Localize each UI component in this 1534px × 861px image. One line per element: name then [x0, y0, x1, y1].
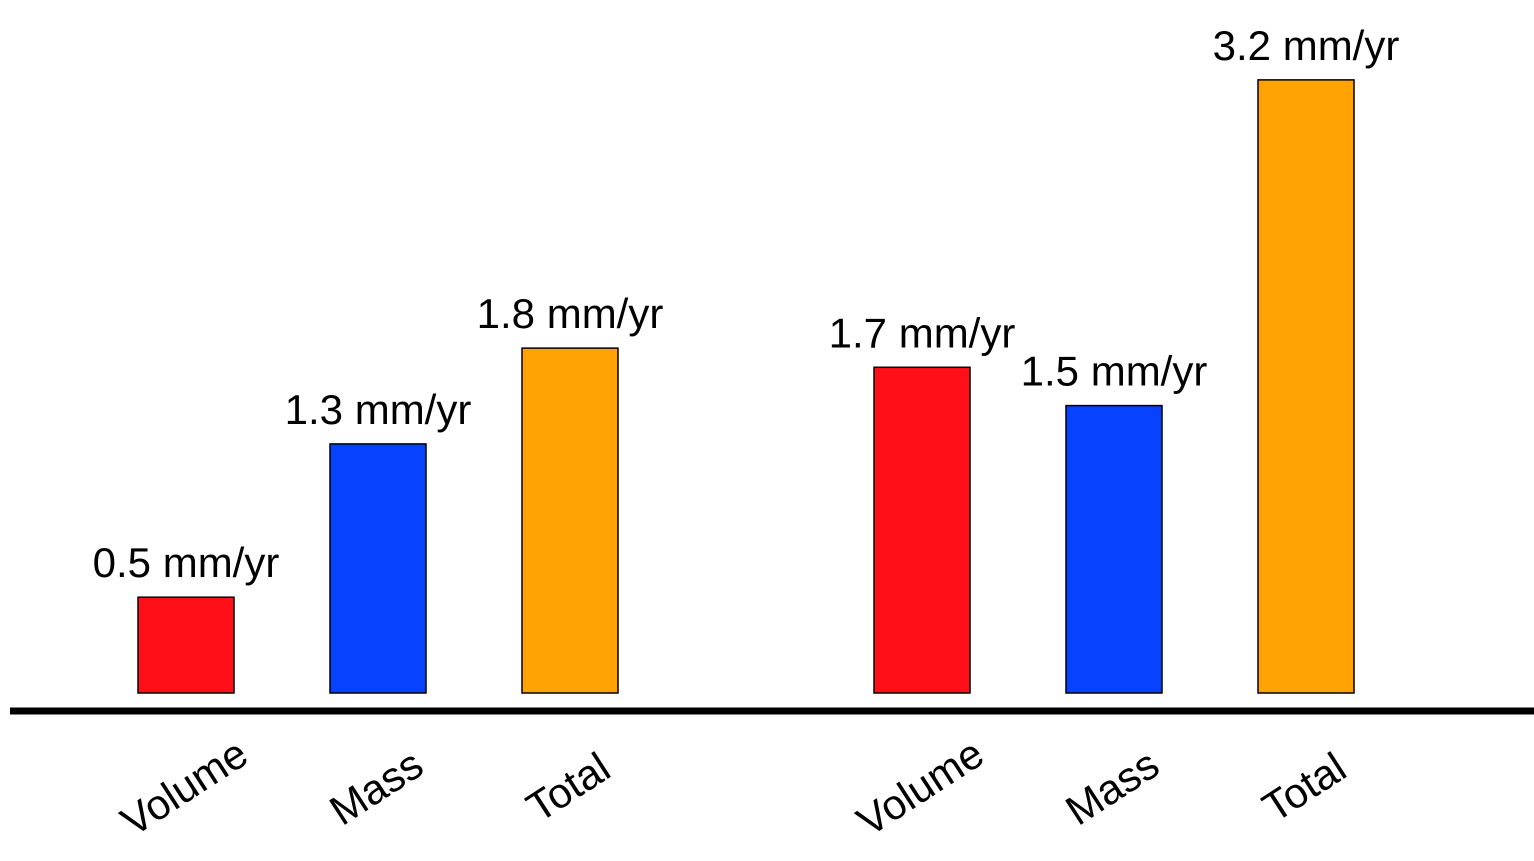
bar-total-group-1: [521, 347, 619, 694]
data-label: 1.7 mm/yr: [829, 309, 1016, 356]
tick-label: Mass: [321, 740, 431, 834]
value-labels-layer: 0.5 mm/yr 1.3 mm/yr 1.8 mm/yr 1.7 mm/yr1.5 …: [93, 22, 1400, 586]
data-label: 1.5 mm/yr: [1021, 348, 1208, 395]
bar-volume-group-2: [873, 366, 971, 694]
tick-label: Volume: [113, 729, 256, 845]
data-label: 3.2 mm/yr: [1213, 22, 1400, 69]
data-label: 1.3 mm/yr: [285, 386, 472, 433]
tick-label: Volume: [849, 729, 992, 845]
data-label: 1.8 mm/yr: [477, 290, 664, 337]
bar-mass-group-1: [329, 443, 427, 694]
tick-label: Total: [1254, 743, 1354, 831]
tick-label: Mass: [1057, 740, 1167, 834]
bar-total-group-2: [1257, 79, 1355, 694]
bar-mass-group-2: [1065, 404, 1163, 694]
data-label: 0.5 mm/yr: [93, 539, 280, 586]
tick-label: Total: [518, 743, 618, 831]
bars-layer: [137, 79, 1355, 694]
bar-volume-group-1: [137, 596, 235, 694]
category-labels-layer: Volume Mass Total Volume Mass Total: [113, 729, 1355, 845]
